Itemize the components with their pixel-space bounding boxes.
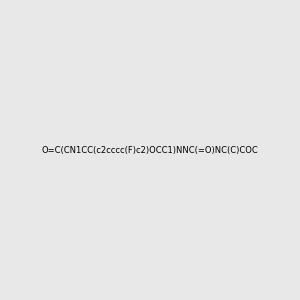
Text: O=C(CN1CC(c2cccc(F)c2)OCC1)NNC(=O)NC(C)COC: O=C(CN1CC(c2cccc(F)c2)OCC1)NNC(=O)NC(C)C…	[42, 146, 258, 154]
